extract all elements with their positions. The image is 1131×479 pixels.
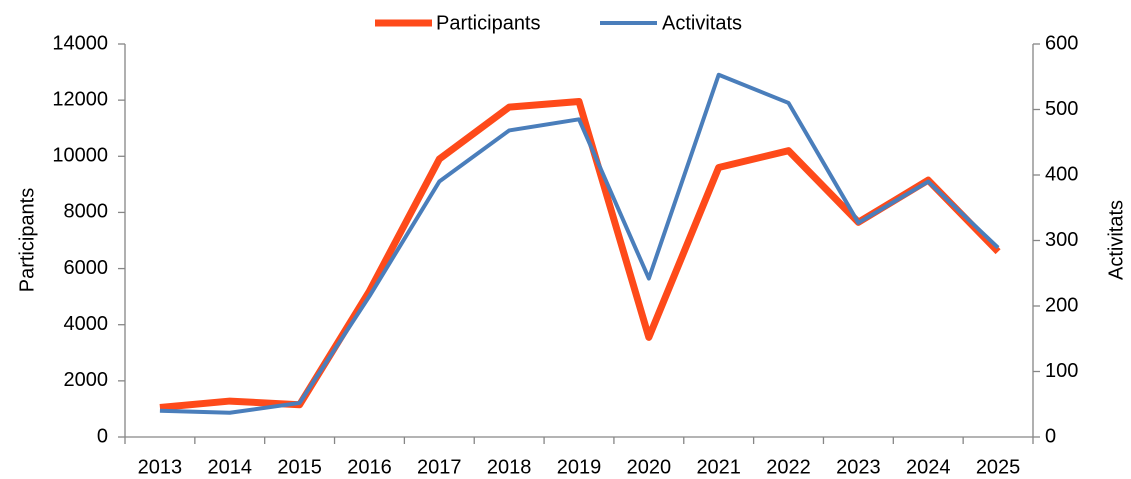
- y-tick-label: 6000: [64, 257, 109, 279]
- x-tick-label: 2023: [836, 456, 881, 478]
- series-line: [159, 72, 1000, 415]
- series-line: [159, 98, 1001, 412]
- y2-tick-label: 300: [1045, 229, 1078, 251]
- x-tick-label: 2013: [138, 456, 183, 478]
- x-tick-label: 2022: [766, 456, 811, 478]
- y-tick-label: 14000: [52, 32, 108, 54]
- y2-tick-label: 200: [1045, 294, 1078, 316]
- x-tick-label: 2017: [417, 456, 462, 478]
- y2-tick-label: 600: [1045, 32, 1078, 54]
- legend-label: Participants: [436, 12, 541, 34]
- y2-tick-label: 500: [1045, 98, 1078, 120]
- x-tick-label: 2014: [208, 456, 253, 478]
- x-tick-label: 2020: [627, 456, 672, 478]
- y-tick-label: 4000: [64, 313, 109, 335]
- y-tick-label: 2000: [64, 369, 109, 391]
- y2-tick-label: 0: [1045, 425, 1056, 447]
- x-tick-label: 2018: [487, 456, 532, 478]
- x-tick-label: 2015: [277, 456, 322, 478]
- x-tick-label: 2024: [906, 456, 951, 478]
- x-tick-label: 2025: [976, 456, 1021, 478]
- y-tick-label: 12000: [52, 88, 108, 110]
- x-tick-label: 2021: [696, 456, 741, 478]
- y-tick-label: 8000: [64, 201, 109, 223]
- legend-label: Activitats: [662, 12, 742, 34]
- y-tick-label: 0: [97, 425, 108, 447]
- y2-axis-title: Activitats: [1105, 200, 1127, 280]
- y-tick-label: 10000: [52, 145, 108, 167]
- x-tick-label: 2016: [347, 456, 392, 478]
- y2-tick-label: 400: [1045, 163, 1078, 185]
- y2-tick-label: 100: [1045, 360, 1078, 382]
- y-axis-title: Participants: [16, 188, 38, 293]
- x-tick-label: 2019: [557, 456, 602, 478]
